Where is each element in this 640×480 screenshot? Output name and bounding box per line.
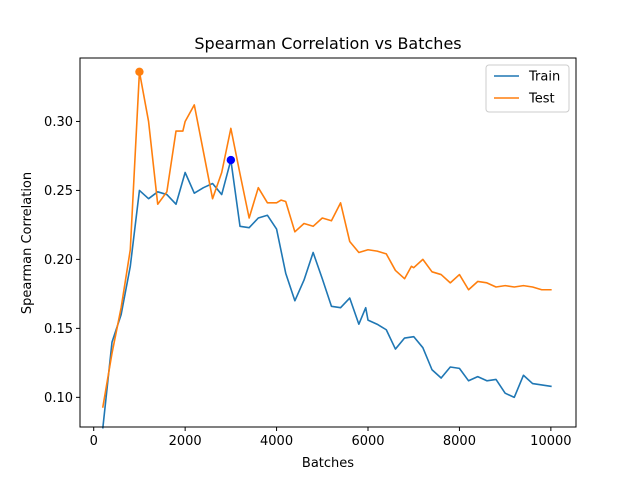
x-tick-label: 8000	[443, 434, 476, 449]
chart-title: Spearman Correlation vs Batches	[194, 34, 461, 53]
legend-label-train: Train	[528, 70, 560, 85]
series-line-test	[101, 70, 552, 408]
plot-area: 0 2000 4000 6000 8000 10000 0.10 0.15 0.20 0.25 0.…	[44, 57, 577, 449]
y-tick-label: 0.30	[44, 115, 73, 130]
series-line-train	[101, 159, 552, 429]
y-tick-label: 0.15	[44, 322, 73, 337]
y-tick-label: 0.25	[44, 184, 73, 199]
legend-label-test: Test	[528, 92, 555, 107]
x-tick-label: 6000	[351, 434, 384, 449]
x-tick-label: 4000	[260, 434, 293, 449]
x-tick-label: 10000	[530, 434, 571, 449]
x-tick-label: 2000	[169, 434, 202, 449]
legend: Train Test	[485, 64, 570, 113]
y-tick-label: 0.20	[44, 253, 73, 268]
x-axis-title: Batches	[302, 456, 354, 471]
y-axis-title: Spearman Correlation	[20, 172, 35, 314]
y-tick-label: 0.10	[44, 391, 73, 406]
plot-frame	[79, 57, 577, 428]
highlight-point-test	[135, 67, 144, 76]
x-tick-label: 0	[90, 434, 98, 449]
highlight-point-train	[226, 155, 236, 165]
